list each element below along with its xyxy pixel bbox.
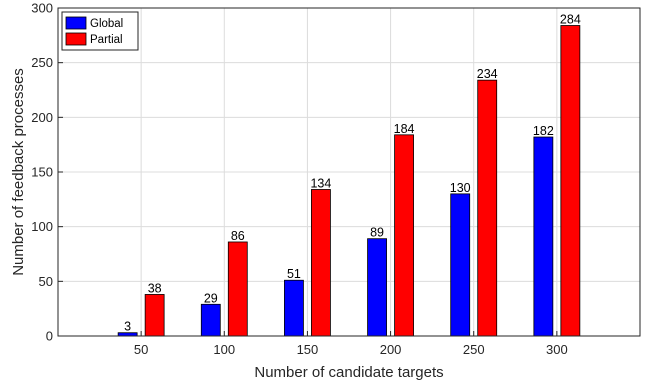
legend-swatch-global <box>65 16 87 30</box>
bar-global <box>450 193 471 337</box>
legend-label-global: Global <box>90 18 123 30</box>
data-label-partial: 134 <box>310 176 331 190</box>
legend-swatch-partial <box>65 32 87 46</box>
y-tick-label: 0 <box>46 329 53 344</box>
x-axis-label: Number of candidate targets <box>254 364 443 381</box>
legend-label-partial: Partial <box>90 34 123 46</box>
data-label-partial: 38 <box>148 281 162 295</box>
data-label-global: 182 <box>533 124 554 138</box>
x-tick-label: 50 <box>134 342 148 357</box>
bar-global <box>200 303 221 337</box>
bar-partial <box>394 134 414 337</box>
y-tick-label: 300 <box>31 1 53 16</box>
y-axis-label: Number of feedback processes <box>10 68 27 276</box>
y-tick-label: 50 <box>39 274 53 289</box>
legend: Global Partial <box>61 11 139 51</box>
bar-global <box>367 238 387 337</box>
x-tick-label: 250 <box>463 342 485 357</box>
bar-partial <box>144 294 165 337</box>
y-tick-label: 150 <box>31 165 53 180</box>
data-label-global: 51 <box>287 267 301 281</box>
tick-labels: 0 50 100 150 200 250 300 50 100 150 200 250 300 <box>31 1 567 358</box>
bar-global <box>284 279 304 337</box>
data-label-partial: 86 <box>231 229 245 243</box>
data-label-global: 130 <box>450 181 471 195</box>
data-label-global: 89 <box>370 226 384 240</box>
bar-partial <box>560 25 581 337</box>
bar-partial <box>477 79 498 337</box>
data-label-partial: 284 <box>560 12 581 26</box>
bar-global <box>533 136 554 337</box>
data-label-global: 29 <box>204 291 218 305</box>
bars <box>117 25 581 337</box>
y-tick-label: 200 <box>31 110 53 125</box>
y-tick-label: 100 <box>31 219 53 234</box>
bar-partial <box>311 189 331 337</box>
x-tick-label: 200 <box>380 342 402 357</box>
x-tick-label: 100 <box>213 342 235 357</box>
data-labels: 3 29 51 89 130 182 38 86 134 184 234 284 <box>124 12 581 333</box>
data-label-partial: 184 <box>394 122 415 136</box>
plot-frame <box>57 7 641 337</box>
data-label-global: 3 <box>124 320 131 334</box>
bar-partial <box>227 241 248 337</box>
y-tick-label: 250 <box>31 55 53 70</box>
x-tick-label: 150 <box>297 342 319 357</box>
data-label-partial: 234 <box>477 67 498 81</box>
x-tick-label: 300 <box>546 342 568 357</box>
